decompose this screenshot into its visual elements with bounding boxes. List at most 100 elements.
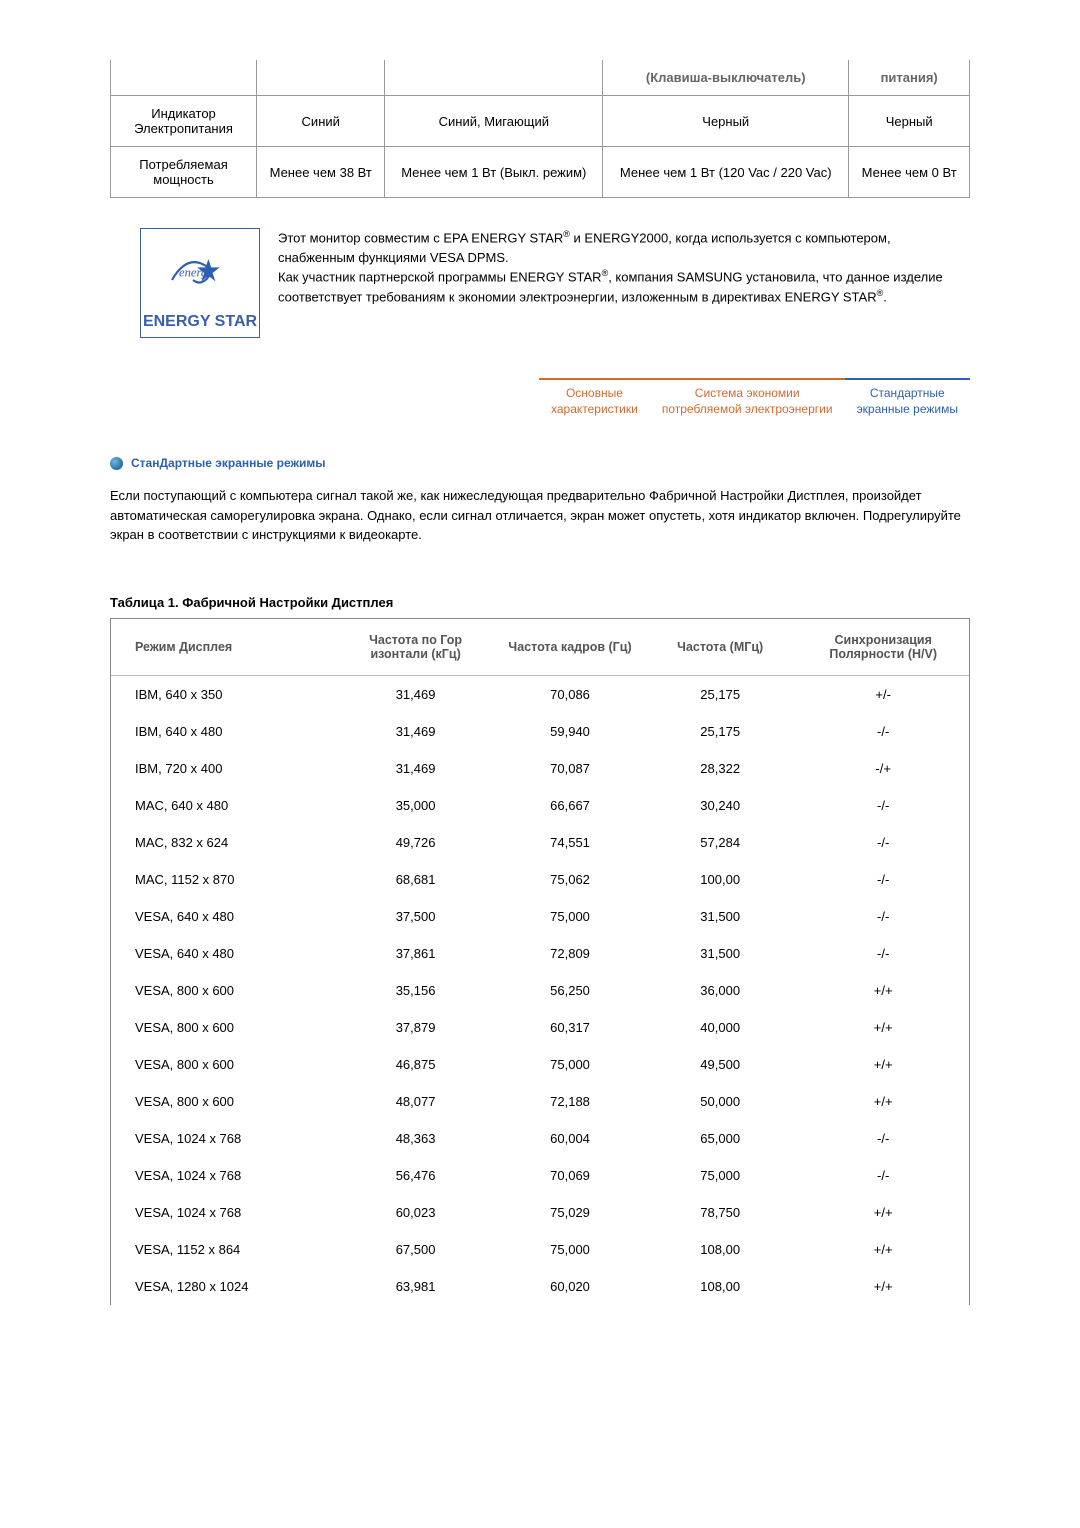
- table-cell: IBM, 640 x 480: [111, 713, 334, 750]
- table-cell: 63,981: [334, 1268, 497, 1305]
- pr2-1: Менее чем 38 Вт: [257, 147, 385, 198]
- table-cell: +/+: [797, 1194, 969, 1231]
- table-cell: 35,000: [334, 787, 497, 824]
- table-cell: 25,175: [643, 713, 797, 750]
- energy-star-icon: energy: [141, 229, 259, 309]
- table-row: IBM, 720 x 40031,46970,08728,322-/+: [111, 750, 969, 787]
- table-cell: 25,175: [643, 675, 797, 713]
- energy-star-label: ENERGY STAR: [141, 309, 259, 337]
- table-cell: -/-: [797, 1120, 969, 1157]
- tab-general[interactable]: Основные характеристики: [539, 378, 650, 421]
- modes-header-row: Режим Дисплея Частота по Гор изонтали (к…: [111, 619, 969, 676]
- table-cell: +/+: [797, 972, 969, 1009]
- table-cell: 65,000: [643, 1120, 797, 1157]
- table-row: VESA, 800 x 60046,87575,00049,500+/+: [111, 1046, 969, 1083]
- tab-power-saving[interactable]: Система экономии потребляемой электроэне…: [650, 378, 845, 421]
- table-cell: 67,500: [334, 1231, 497, 1268]
- energy-star-logo: energy ENERGY STAR: [140, 228, 260, 338]
- table1-title: Таблица 1. Фабричной Настройки Дистплея: [110, 595, 970, 610]
- table-cell: 72,809: [497, 935, 643, 972]
- table-cell: +/+: [797, 1231, 969, 1268]
- table-row: VESA, 800 x 60048,07772,18850,000+/+: [111, 1083, 969, 1120]
- table-row: VESA, 1280 x 102463,98160,020108,00+/+: [111, 1268, 969, 1305]
- table-cell: -/+: [797, 750, 969, 787]
- table-row: VESA, 640 x 48037,86172,80931,500-/-: [111, 935, 969, 972]
- pr1-4: Черный: [849, 96, 970, 147]
- table-cell: 75,000: [643, 1157, 797, 1194]
- table-cell: 40,000: [643, 1009, 797, 1046]
- pr2-3: Менее чем 1 Вт (120 Vac / 220 Vac): [603, 147, 849, 198]
- modes-table: Режим Дисплея Частота по Гор изонтали (к…: [111, 619, 969, 1305]
- table-cell: 59,940: [497, 713, 643, 750]
- table-cell: 48,077: [334, 1083, 497, 1120]
- table-cell: 30,240: [643, 787, 797, 824]
- et-p1a: Этот монитор совместим с EPA ENERGY STAR: [278, 230, 563, 245]
- table-cell: 31,469: [334, 713, 497, 750]
- table-cell: VESA, 800 x 600: [111, 1046, 334, 1083]
- table-cell: -/-: [797, 713, 969, 750]
- table-cell: 31,469: [334, 675, 497, 713]
- ph-2: [385, 60, 603, 96]
- table-row: VESA, 1024 x 76848,36360,00465,000-/-: [111, 1120, 969, 1157]
- table-row: MAC, 640 x 48035,00066,66730,240-/-: [111, 787, 969, 824]
- table-cell: 60,023: [334, 1194, 497, 1231]
- power-row-2: Потребляемая мощность Менее чем 38 Вт Ме…: [111, 147, 970, 198]
- ph-4: питания): [849, 60, 970, 96]
- table-row: MAC, 1152 x 87068,68175,062100,00-/-: [111, 861, 969, 898]
- table-cell: VESA, 1024 x 768: [111, 1157, 334, 1194]
- et-p2c: .: [883, 289, 887, 304]
- table-cell: 37,500: [334, 898, 497, 935]
- mh-3: Частота (МГц): [643, 619, 797, 676]
- table-cell: VESA, 1024 x 768: [111, 1120, 334, 1157]
- table-cell: 60,317: [497, 1009, 643, 1046]
- table-row: VESA, 640 x 48037,50075,00031,500-/-: [111, 898, 969, 935]
- table-cell: 49,500: [643, 1046, 797, 1083]
- pr1-2: Синий, Мигающий: [385, 96, 603, 147]
- table-row: VESA, 1152 x 86467,50075,000108,00+/+: [111, 1231, 969, 1268]
- table-row: VESA, 800 x 60035,15656,25036,000+/+: [111, 972, 969, 1009]
- table-cell: 28,322: [643, 750, 797, 787]
- tab2-l2: потребляемой электроэнергии: [662, 402, 833, 416]
- table-cell: 75,000: [497, 1046, 643, 1083]
- table-cell: 57,284: [643, 824, 797, 861]
- table-row: MAC, 832 x 62449,72674,55157,284-/-: [111, 824, 969, 861]
- table-cell: 68,681: [334, 861, 497, 898]
- pr2-0: Потребляемая мощность: [111, 147, 257, 198]
- table-cell: MAC, 640 x 480: [111, 787, 334, 824]
- table-cell: 70,069: [497, 1157, 643, 1194]
- table-cell: 50,000: [643, 1083, 797, 1120]
- tab3-l1: Стандартные: [870, 386, 945, 400]
- table-cell: 100,00: [643, 861, 797, 898]
- table-cell: +/+: [797, 1268, 969, 1305]
- energy-star-text: Этот монитор совместим с EPA ENERGY STAR…: [278, 228, 970, 338]
- table-row: IBM, 640 x 48031,46959,94025,175-/-: [111, 713, 969, 750]
- table-cell: 75,029: [497, 1194, 643, 1231]
- modes-table-wrap: Режим Дисплея Частота по Гор изонтали (к…: [110, 618, 970, 1305]
- table-cell: -/-: [797, 787, 969, 824]
- svg-text:energy: energy: [179, 265, 213, 279]
- table-cell: VESA, 1152 x 864: [111, 1231, 334, 1268]
- table-row: VESA, 1024 x 76856,47670,06975,000-/-: [111, 1157, 969, 1194]
- power-table: (Клавиша-выключатель) питания) Индикатор…: [110, 60, 970, 198]
- table-cell: -/-: [797, 898, 969, 935]
- table-cell: IBM, 640 x 350: [111, 675, 334, 713]
- table-cell: 108,00: [643, 1231, 797, 1268]
- energy-star-block: energy ENERGY STAR Этот монитор совмести…: [110, 228, 970, 338]
- table-cell: +/-: [797, 675, 969, 713]
- table-cell: 31,500: [643, 935, 797, 972]
- mh-1: Частота по Гор изонтали (кГц): [334, 619, 497, 676]
- table-cell: 60,004: [497, 1120, 643, 1157]
- table-cell: 70,086: [497, 675, 643, 713]
- pr2-4: Менее чем 0 Вт: [849, 147, 970, 198]
- table-cell: 35,156: [334, 972, 497, 1009]
- section-para: Если поступающий с компьютера сигнал так…: [110, 486, 970, 545]
- table-cell: VESA, 640 x 480: [111, 898, 334, 935]
- table-cell: VESA, 640 x 480: [111, 935, 334, 972]
- table-cell: 70,087: [497, 750, 643, 787]
- table-row: VESA, 800 x 60037,87960,31740,000+/+: [111, 1009, 969, 1046]
- table-cell: +/+: [797, 1009, 969, 1046]
- table-cell: 48,363: [334, 1120, 497, 1157]
- tab-display-modes[interactable]: Стандартные экранные режимы: [845, 378, 970, 421]
- pr1-0: Индикатор Электропитания: [111, 96, 257, 147]
- reg-1: ®: [563, 229, 570, 239]
